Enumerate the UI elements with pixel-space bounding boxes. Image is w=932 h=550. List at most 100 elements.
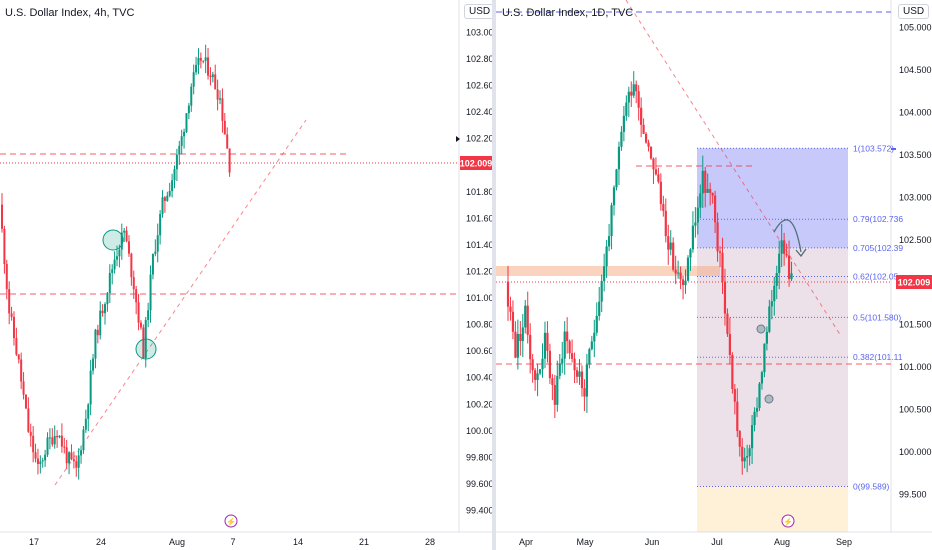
candle-body	[610, 205, 613, 237]
candle-body	[783, 240, 786, 254]
right-x-tick-label: Jul	[711, 537, 723, 547]
right-y-tick-label: 103.500	[899, 150, 932, 160]
candle-body	[22, 381, 25, 395]
candle-body	[123, 230, 126, 233]
candle-body	[46, 437, 49, 455]
candle-body	[99, 310, 102, 336]
candle-body	[575, 370, 579, 377]
right-x-tick-label: Aug	[774, 537, 790, 547]
left-y-tick-label: 100.400	[466, 373, 492, 383]
candle-body	[686, 257, 690, 281]
left-currency-badge[interactable]: USD	[464, 4, 492, 19]
candle-body	[617, 146, 621, 170]
left-chart-pane[interactable]: U.S. Dollar Index, 4h, TVC USD 103.00010…	[0, 0, 492, 550]
right-chart-title: U.S. Dollar Index, 1D, TVC	[502, 7, 634, 19]
candle-body	[135, 289, 138, 303]
candle-body	[72, 459, 75, 462]
curved-arrow-icon	[773, 219, 802, 253]
pane-divider[interactable]	[492, 0, 496, 550]
candle-body	[718, 251, 722, 253]
right-price-tag	[896, 275, 932, 289]
candle-body	[768, 306, 771, 332]
right-price-chart[interactable]: 1(103.572) 0.79(102.736 0.705(102.39 0.62(1…	[496, 0, 932, 550]
candle-body	[787, 255, 791, 280]
candle-body	[765, 331, 768, 344]
left-x-tick-label: 24	[96, 537, 106, 547]
candle-body	[44, 454, 47, 461]
candle-body	[36, 458, 39, 465]
right-y-tick-label: 100.000	[899, 447, 932, 457]
candle-body	[101, 310, 104, 314]
left-y-tick-label: 100.600	[466, 346, 492, 356]
candle-body	[195, 64, 198, 73]
candle-body	[763, 343, 766, 373]
candle-body	[625, 102, 628, 116]
right-y-tick-label: 102.500	[899, 235, 932, 245]
candle-body	[511, 311, 515, 332]
candle-body	[104, 304, 107, 314]
candle-body	[226, 134, 229, 149]
candle-body	[202, 60, 205, 62]
left-y-tick-label: 101.400	[466, 240, 492, 250]
candle-body	[635, 84, 638, 92]
candle-body	[746, 456, 749, 458]
candle-body	[149, 274, 152, 311]
fib-level-label: 0.382(101.11	[853, 352, 903, 362]
candle-body	[216, 89, 219, 100]
candle-body	[82, 429, 85, 451]
candle-body	[80, 450, 83, 456]
fib-zone-bottom	[697, 486, 848, 532]
candle-body	[94, 329, 97, 359]
candle-body	[63, 446, 66, 448]
left-x-tick-label: 21	[359, 537, 369, 547]
right-x-tick-label: Sep	[836, 537, 852, 547]
candle-body	[183, 131, 186, 137]
candle-body	[209, 75, 212, 78]
candle-body	[192, 72, 195, 87]
candle-body	[760, 372, 764, 384]
candle-body	[60, 435, 63, 447]
candle-body	[632, 84, 635, 96]
candle-body	[659, 181, 662, 204]
candle-body	[583, 388, 586, 397]
candle-body	[647, 142, 650, 147]
candle-body	[637, 91, 640, 108]
candle-body	[29, 431, 32, 436]
candle-body	[32, 435, 35, 453]
candle-body	[790, 273, 793, 280]
left-x-tick-label: 28	[425, 537, 435, 547]
right-y-tick-label: 103.000	[899, 192, 932, 202]
candle-body	[726, 313, 729, 334]
left-highlight-circle	[135, 338, 157, 360]
right-marker-circle	[756, 324, 766, 334]
candle-body	[561, 358, 564, 364]
candle-body	[116, 256, 118, 260]
candle-body	[699, 193, 702, 208]
candle-body	[12, 316, 15, 339]
candle-body	[753, 411, 756, 426]
candle-body	[516, 333, 519, 358]
right-chart-pane[interactable]: U.S. Dollar Index, 1D, TVC USD 1(103.572…	[496, 0, 932, 550]
candle-body	[53, 435, 56, 445]
candle-body	[10, 313, 13, 317]
right-currency-badge[interactable]: USD	[898, 4, 930, 19]
candle-body	[187, 105, 190, 114]
candle-body	[132, 277, 135, 290]
candle-body	[711, 192, 714, 196]
candle-body	[524, 305, 527, 328]
left-price-chart[interactable]: 103.000 102.800 102.600 102.400 102.200 102.0…	[0, 0, 492, 550]
candle-body	[701, 170, 704, 194]
candle-body	[87, 404, 90, 419]
candle-body	[620, 131, 623, 147]
candle-body	[106, 292, 109, 305]
candle-body	[622, 115, 625, 132]
candle-body	[748, 448, 751, 457]
fib-level-label: 1(103.572)	[853, 143, 894, 153]
candle-body	[514, 331, 517, 358]
left-y-tick-label: 102.200	[466, 134, 492, 144]
candle-body	[127, 241, 130, 254]
candle-body	[706, 189, 709, 193]
left-chart-title: U.S. Dollar Index, 4h, TVC	[5, 7, 135, 19]
candle-body	[159, 214, 162, 236]
candle-body	[681, 279, 685, 286]
